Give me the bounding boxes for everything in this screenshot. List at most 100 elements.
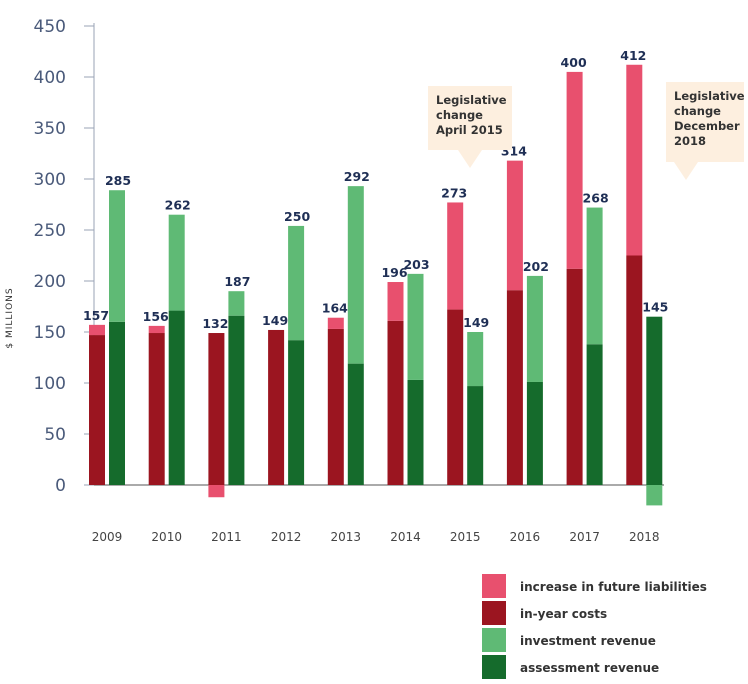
x-tick-label: 2011	[211, 530, 242, 544]
revenue-total-label: 285	[105, 173, 131, 188]
legend-label: assessment revenue	[520, 661, 659, 675]
costs-total-label: 156	[143, 309, 169, 324]
y-tick-label: 50	[44, 425, 66, 445]
investment-revenue-bar	[288, 225, 305, 341]
callout-text: change	[674, 104, 721, 118]
callout-text: Legislative	[436, 93, 507, 107]
future-liabilities-bar	[208, 485, 225, 498]
future-liabilities-bar	[566, 71, 583, 269]
axis-layer: 0 50 100 150 200 250 300 350 400 450 $ MILLIONS 200…	[5, 17, 664, 544]
callout-pointer	[674, 162, 698, 180]
legend-item: assessment revenue	[482, 655, 659, 679]
costs-total-label: 149	[262, 313, 288, 328]
assessment-revenue-bar	[407, 379, 424, 485]
revenue-total-label: 202	[523, 259, 549, 274]
in-year-costs-bar	[148, 333, 165, 485]
x-tick-label: 2013	[331, 530, 362, 544]
callout-text: 2018	[674, 134, 706, 148]
assessment-revenue-bar	[288, 340, 305, 485]
investment-revenue-bar	[168, 214, 185, 311]
x-tick-label: 2009	[92, 530, 123, 544]
callout-text: December	[674, 119, 740, 133]
y-tick-label: 200	[34, 272, 66, 292]
assessment-revenue-bar	[109, 321, 125, 485]
in-year-costs-bar	[89, 335, 105, 485]
x-tick-label: 2010	[151, 530, 182, 544]
revenue-total-label: 149	[463, 315, 489, 330]
costs-total-label: 157	[83, 308, 109, 323]
investment-revenue-bar	[347, 186, 364, 364]
future-liabilities-bar	[447, 202, 464, 310]
x-tick-label: 2016	[510, 530, 541, 544]
x-tick-label: 2018	[629, 530, 660, 544]
in-year-costs-bar	[268, 329, 285, 485]
future-liabilities-bar	[506, 160, 523, 291]
investment-revenue-bar	[586, 207, 603, 345]
costs-total-label: 412	[620, 48, 646, 63]
investment-revenue-bar	[228, 291, 245, 316]
costs-total-label: 273	[441, 185, 467, 200]
legend-swatch	[482, 601, 506, 625]
future-liabilities-bar	[387, 282, 404, 321]
y-axis-label: $ MILLIONS	[5, 287, 15, 348]
legend-label: investment revenue	[520, 634, 656, 648]
legend-item: increase in future liabilities	[482, 574, 707, 598]
future-liabilities-bar	[327, 317, 344, 329]
in-year-costs-bar	[208, 333, 225, 485]
x-tick-label: 2012	[271, 530, 302, 544]
revenue-total-label: 292	[344, 169, 370, 184]
investment-revenue-bar	[467, 332, 484, 387]
assessment-revenue-bar	[228, 315, 245, 485]
legend-label: in-year costs	[520, 607, 607, 621]
assessment-revenue-bar	[467, 386, 484, 485]
investment-revenue-bar	[526, 275, 543, 382]
legend: increase in future liabilities in-year co…	[482, 574, 707, 679]
revenue-total-label: 262	[165, 198, 191, 213]
in-year-costs-bar	[626, 255, 643, 485]
costs-total-label: 400	[561, 55, 587, 70]
y-tick-label: 100	[34, 374, 66, 394]
bars-layer	[89, 64, 663, 506]
revenue-total-label: 268	[583, 191, 609, 206]
y-tick-label: 350	[34, 119, 66, 139]
assessment-revenue-bar	[168, 310, 185, 485]
assessment-revenue-bar	[646, 316, 663, 485]
assessment-revenue-bar	[526, 381, 543, 485]
callout-text: April 2015	[436, 123, 503, 137]
legend-item: in-year costs	[482, 601, 607, 625]
revenue-total-label: 203	[403, 257, 429, 272]
investment-revenue-bar	[407, 273, 424, 380]
future-liabilities-bar	[148, 325, 165, 334]
future-liabilities-bar	[89, 324, 105, 336]
in-year-costs-bar	[387, 320, 404, 485]
in-year-costs-bar	[447, 309, 464, 485]
revenue-total-label: 187	[224, 274, 250, 289]
investment-revenue-bar	[109, 190, 125, 322]
x-tick-label: 2014	[390, 530, 421, 544]
costs-total-label: 164	[322, 301, 348, 316]
revenue-total-label: 145	[642, 300, 668, 315]
callout-pointer	[458, 150, 482, 168]
revenue-total-label: 250	[284, 209, 310, 224]
x-tick-label: 2015	[450, 530, 481, 544]
investment-revenue-bar	[646, 485, 663, 506]
callout-text: Legislative	[674, 89, 745, 103]
legend-swatch	[482, 628, 506, 652]
callout-box	[666, 82, 744, 162]
y-tick-label: 0	[55, 476, 66, 496]
callout-box	[428, 86, 512, 150]
y-tick-label: 150	[34, 323, 66, 343]
in-year-costs-bar	[327, 328, 344, 485]
assessment-revenue-bar	[347, 363, 364, 485]
assessment-revenue-bar	[586, 344, 603, 485]
y-tick-label: 300	[34, 170, 66, 190]
legend-label: increase in future liabilities	[520, 580, 707, 594]
x-tick-label: 2017	[569, 530, 600, 544]
in-year-costs-bar	[506, 290, 523, 485]
future-liabilities-bar	[626, 64, 643, 256]
legend-swatch	[482, 655, 506, 679]
